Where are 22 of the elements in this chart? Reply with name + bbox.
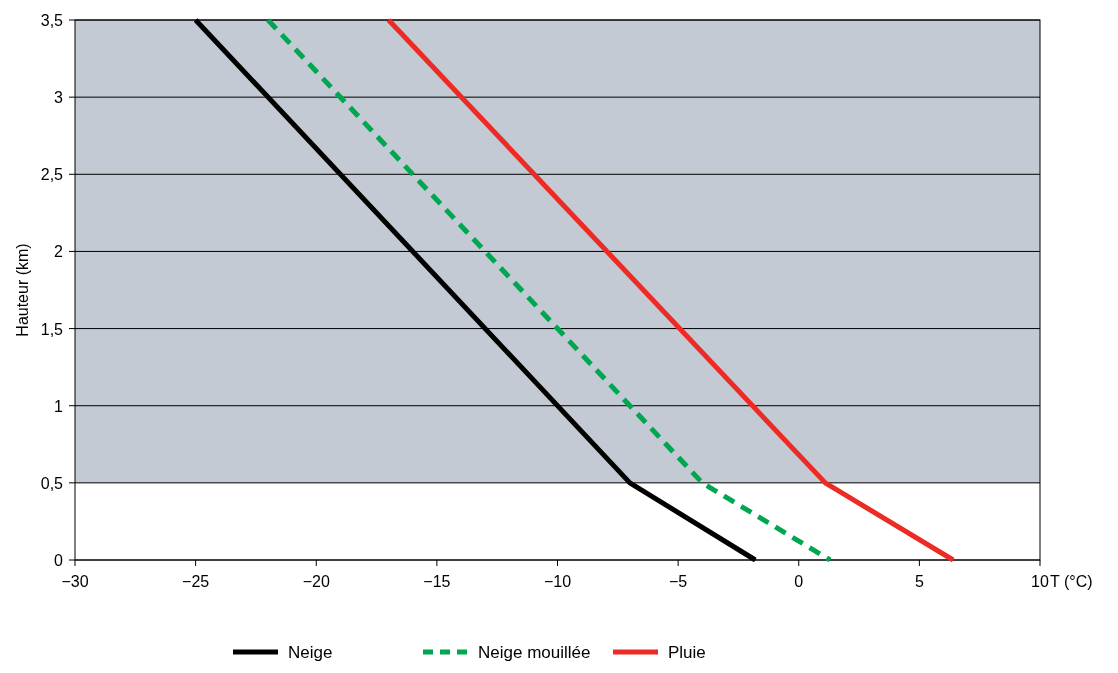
y-tick-label: 1	[54, 397, 64, 415]
y-tick-label: 1,5	[40, 320, 64, 338]
y-tick-label: 3,5	[40, 12, 64, 29]
x-tick-label: −15	[423, 573, 451, 590]
y-tick-label: 0	[54, 552, 64, 569]
x-tick-label: −5	[669, 573, 688, 590]
y-tick-label: 2,5	[40, 166, 64, 184]
x-axis-title: T (°C)	[1050, 573, 1093, 590]
y-tick-label: 0,5	[40, 474, 64, 492]
x-tick-label: −10	[543, 573, 572, 590]
x-tick-label: −30	[61, 573, 89, 590]
legend-label: Neige	[288, 643, 333, 662]
legend-label: Neige mouillée	[478, 643, 591, 662]
x-tick-label: 10	[1031, 573, 1049, 590]
y-axis-title: Hauteur (km)	[14, 243, 31, 337]
x-tick-label: −20	[302, 573, 330, 590]
x-tick-label: −25	[182, 573, 210, 590]
x-tick-label: 0	[794, 573, 804, 590]
y-tick-label: 2	[54, 243, 64, 261]
y-tick-label: 3	[54, 89, 64, 107]
legend-label: Pluie	[668, 643, 706, 662]
x-tick-label: 5	[914, 573, 924, 590]
